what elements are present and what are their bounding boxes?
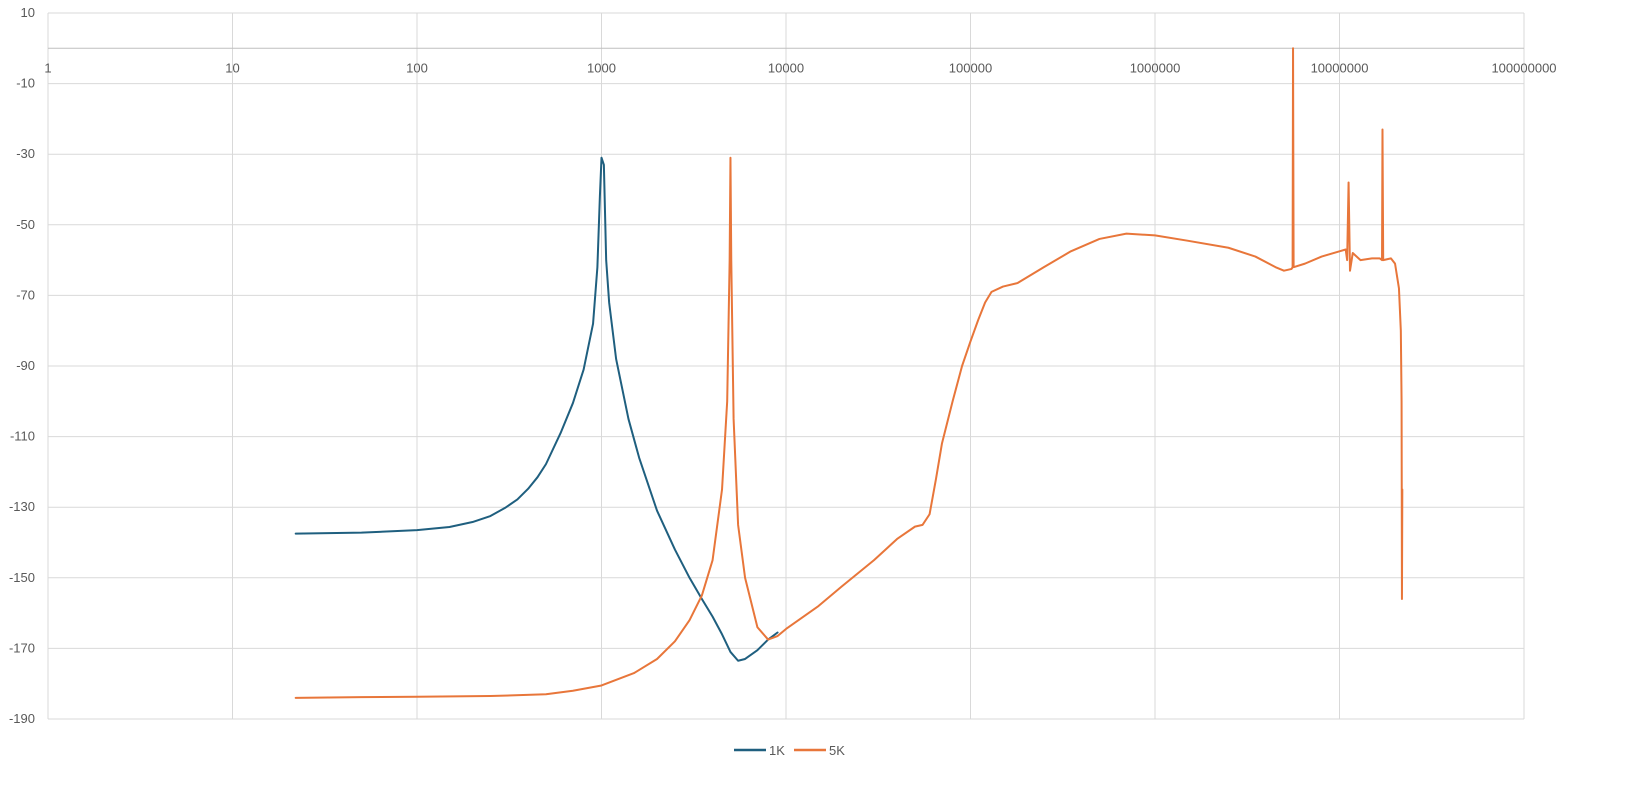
y-tick-label: -190 bbox=[9, 711, 35, 726]
series-lines bbox=[294, 47, 1404, 699]
y-tick-label: 10 bbox=[21, 5, 35, 20]
series-line-1k bbox=[294, 156, 779, 662]
x-tick-label: 1000 bbox=[587, 60, 616, 75]
x-tick-label: 10 bbox=[225, 60, 239, 75]
y-tick-label: -50 bbox=[16, 217, 35, 232]
y-tick-label: -110 bbox=[10, 429, 35, 444]
y-tick-label: -130 bbox=[9, 499, 35, 514]
legend: 1K 5K bbox=[734, 743, 845, 758]
x-tick-label: 1000000 bbox=[1130, 60, 1181, 75]
x-tick-label: 100000 bbox=[949, 60, 992, 75]
y-tick-label: -30 bbox=[16, 146, 35, 161]
y-tick-label: -170 bbox=[9, 640, 35, 655]
x-tick-label: 10000000 bbox=[1311, 60, 1369, 75]
series-line-5k bbox=[294, 47, 1404, 699]
x-tick-label: 1 bbox=[44, 60, 51, 75]
x-tick-label: 100000000 bbox=[1491, 60, 1556, 75]
y-tick-label: -150 bbox=[9, 570, 35, 585]
y-tick-label: -90 bbox=[16, 358, 35, 373]
legend-item-1k: 1K bbox=[734, 743, 785, 758]
y-tick-label: -70 bbox=[16, 287, 35, 302]
y-tick-label: -10 bbox=[16, 76, 35, 91]
x-tick-label: 10000 bbox=[768, 60, 804, 75]
gridlines bbox=[47, 12, 1525, 720]
y-tick-labels: 10 -10 -30 -50 -70 -90 -110 -130 -150 -170 -190 bbox=[9, 5, 35, 726]
x-tick-labels: 1 10 100 1000 10000 100000 1000000 10000000 1000… bbox=[44, 60, 1556, 75]
legend-label: 1K bbox=[769, 743, 785, 758]
legend-item-5k: 5K bbox=[794, 743, 845, 758]
legend-label: 5K bbox=[829, 743, 845, 758]
x-tick-label: 100 bbox=[406, 60, 428, 75]
